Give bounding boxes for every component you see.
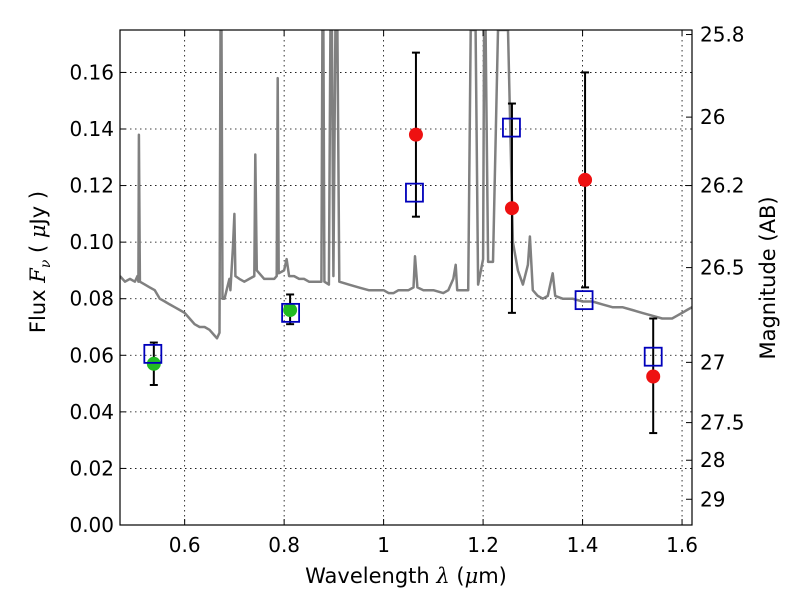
plot-area <box>120 30 692 435</box>
y-tick-label: 0.04 <box>69 400 114 424</box>
y2-tick-label: 26.5 <box>700 256 745 280</box>
error-bars <box>149 51 658 435</box>
x-tick-label: 0.8 <box>268 533 300 557</box>
x-tick-label: 1.4 <box>567 533 599 557</box>
x-axis-title: Wavelength λ (μm) <box>305 564 507 588</box>
y-tick-label: 0.10 <box>69 230 114 254</box>
y-tick-label: 0.12 <box>69 174 114 198</box>
y-tick-label: 0.16 <box>69 60 114 84</box>
observed-point <box>504 201 519 216</box>
x-tick-label: 1 <box>377 533 390 557</box>
model-spectrum-line <box>120 30 692 340</box>
observed-points <box>146 127 661 384</box>
model-point <box>281 302 301 323</box>
grid-lines <box>120 30 692 525</box>
plot-frame <box>119 29 693 526</box>
y-tick-label: 0.08 <box>69 287 114 311</box>
model-point <box>143 343 163 364</box>
y-tick-label: 0.14 <box>69 117 114 141</box>
y2-tick-label: 28 <box>700 448 725 472</box>
model-point <box>405 182 424 203</box>
x-tick-label: 0.6 <box>169 533 201 557</box>
y2-tick-label: 27 <box>700 350 725 374</box>
y2-tick-label: 25.8 <box>700 23 745 47</box>
y-tick-label: 0.02 <box>69 456 114 480</box>
y-tick-label: 0.00 <box>69 513 114 537</box>
observed-point <box>283 303 298 318</box>
x-tick-label: 1.2 <box>467 533 499 557</box>
model-points <box>143 117 663 367</box>
model-point <box>643 346 663 367</box>
x-axis-ticks: 0.6 0.8 1 1.2 1.4 1.6 <box>169 30 698 557</box>
model-point <box>574 290 594 311</box>
y2-tick-label: 29 <box>700 487 725 511</box>
model-point <box>502 117 521 138</box>
observed-point <box>646 369 661 384</box>
y-axis-ticks: 0.00 0.02 0.04 0.06 0.08 0.10 0.12 0.14 0.16 <box>69 60 126 537</box>
y-tick-label: 0.06 <box>69 343 114 367</box>
y2-tick-label: 27.5 <box>700 411 745 435</box>
observed-point <box>408 127 423 142</box>
y-axis-title: Flux Fν ( μJy ) <box>26 191 54 333</box>
y2-tick-label: 26 <box>700 105 725 129</box>
y2-axis-title: Magnitude (AB) <box>756 196 780 359</box>
observed-point <box>578 172 593 187</box>
x-tick-label: 1.6 <box>666 533 698 557</box>
y2-axis-ticks: 25.8 26 26.2 26.5 27 27.5 28 29 <box>686 23 745 511</box>
y2-tick-label: 26.2 <box>700 174 745 198</box>
